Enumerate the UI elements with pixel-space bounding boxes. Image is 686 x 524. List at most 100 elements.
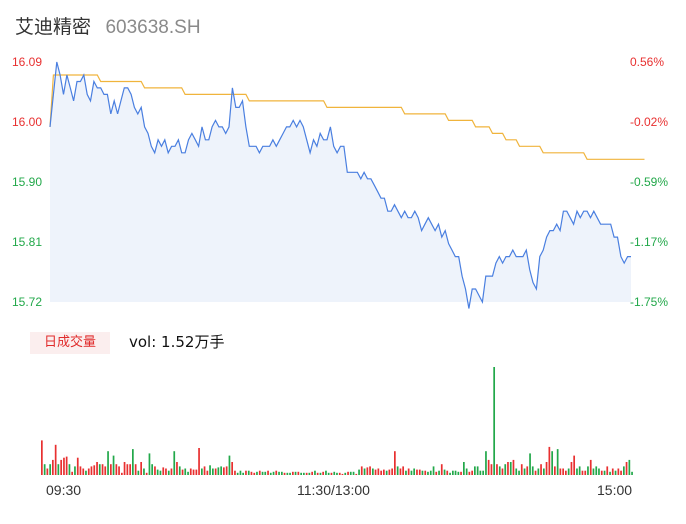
volume-bar (479, 470, 482, 475)
volume-bar (471, 470, 474, 475)
volume-bar (631, 471, 633, 475)
volume-bar (322, 471, 325, 475)
volume-bar (101, 464, 104, 475)
volume-bar (76, 457, 79, 475)
volume-bar (118, 466, 120, 475)
volume-bar (501, 468, 504, 475)
volume-bar (327, 472, 330, 475)
volume-bar (137, 470, 140, 475)
volume-bar (589, 459, 592, 475)
volume-bar (446, 470, 449, 475)
volume-bar (154, 466, 156, 475)
volume-bar (178, 466, 181, 475)
volume-bar (460, 471, 462, 475)
volume-bar (573, 455, 576, 475)
volume-bar (297, 471, 300, 475)
volume-bar (261, 471, 264, 475)
volume-bar (98, 464, 101, 475)
volume-bar (234, 470, 236, 475)
volume-bar (592, 468, 595, 475)
volume-bar (151, 464, 154, 475)
volume-bar (212, 468, 214, 475)
y-right-label: -0.02% (630, 115, 669, 129)
volume-bar (570, 462, 573, 475)
volume-bar (498, 466, 501, 475)
volume-bar (305, 472, 308, 475)
volume-bar (289, 472, 291, 475)
volume-bar (93, 465, 96, 475)
volume-bar (176, 462, 178, 475)
average-price-line (49, 74, 645, 160)
volume-bar (603, 470, 606, 475)
volume-bar (377, 468, 380, 475)
volume-bar (369, 466, 371, 475)
volume-bar (140, 462, 143, 475)
volume-bar (225, 466, 228, 475)
volume-bar (432, 466, 435, 475)
y-left-label: 15.72 (12, 295, 43, 309)
volume-bar (126, 464, 129, 475)
volume-bar (264, 471, 267, 475)
volume-bar (292, 471, 294, 475)
volume-bar (394, 451, 396, 475)
volume-bar (504, 464, 507, 475)
volume-bar (396, 466, 399, 475)
volume-bar (90, 466, 93, 475)
volume-bar (314, 470, 316, 475)
volume-bar (562, 468, 565, 475)
volume-bar (283, 472, 286, 475)
volume-bar (609, 471, 611, 475)
volume-bar (565, 470, 567, 475)
y-left-label: 16.09 (12, 55, 43, 69)
volume-bar (559, 468, 562, 475)
y-right-label: -1.75% (630, 295, 669, 309)
y-right-label: -1.17% (630, 235, 669, 249)
volume-bar (380, 470, 383, 475)
volume-bar (258, 470, 261, 475)
volume-bar (192, 469, 195, 475)
volume-bar (336, 472, 338, 475)
volume-bar (485, 451, 487, 475)
volume-bar (247, 470, 250, 475)
volume-bar (82, 468, 85, 475)
volume-bar (267, 470, 269, 475)
volume-bar (474, 466, 476, 475)
volume-bar (239, 470, 242, 475)
volume-bar (515, 468, 518, 475)
volume-bar (294, 471, 297, 475)
volume-bar (201, 468, 203, 475)
volume-bar (534, 470, 537, 475)
volume-bar (548, 446, 551, 475)
volume-bar (65, 456, 68, 475)
volume-bar (269, 472, 272, 475)
volume-bar (330, 472, 333, 475)
x-tick-label: 11:30/13:00 (297, 482, 370, 498)
volume-bar (584, 470, 587, 475)
daily-volume-badge: 日成交量 (30, 332, 110, 354)
volume-bar (57, 464, 60, 475)
volume-bar (341, 473, 344, 475)
volume-bar (526, 466, 529, 475)
volume-bar (372, 468, 374, 475)
volume-bar (391, 468, 394, 475)
volume-bar (625, 462, 628, 475)
volume-bar (245, 470, 247, 475)
volume-bar (383, 469, 385, 475)
volume-bar (236, 472, 239, 475)
volume-bar (617, 468, 620, 475)
volume-bar (576, 468, 578, 475)
volume-bar (407, 468, 410, 475)
volume-bar (123, 462, 126, 475)
volume-bar (223, 467, 225, 475)
volume-bar (366, 467, 369, 475)
volume-bar (399, 468, 402, 475)
volume-bar (300, 472, 303, 475)
volume-bar (388, 469, 391, 475)
volume-bar (319, 472, 322, 475)
volume-bar (253, 472, 256, 475)
volume-bar (429, 470, 432, 475)
volume-bar (278, 471, 280, 475)
stock-code: 603638.SH (105, 17, 201, 38)
volume-bar (440, 464, 443, 475)
